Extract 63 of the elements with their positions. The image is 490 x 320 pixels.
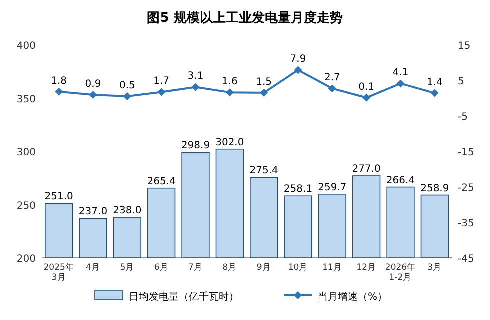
point <box>328 84 336 93</box>
data-label: 238.0 <box>113 206 142 217</box>
data-label: 1.4 <box>426 77 443 88</box>
data-label: 2.7 <box>324 72 340 84</box>
x-tick-label: 11月 <box>322 263 342 273</box>
point <box>158 88 166 96</box>
data-label: 0.5 <box>119 80 136 92</box>
data-label: 258.9 <box>420 183 450 194</box>
x-tick-label: 12月 <box>356 263 376 273</box>
data-label: 251.0 <box>44 192 74 203</box>
data-label: 259.7 <box>318 182 347 194</box>
data-label: 237.0 <box>78 206 108 218</box>
x-tick-label: 7月 <box>188 263 203 273</box>
data-label: 0.9 <box>85 79 102 90</box>
legend-label: 日均发电量（亿千瓦时） <box>129 291 239 303</box>
data-label: 302.0 <box>216 137 244 148</box>
point <box>362 94 371 102</box>
data-label: 266.4 <box>386 175 416 186</box>
point <box>294 66 302 74</box>
point <box>192 83 200 92</box>
y2-tick-label: -35 <box>458 218 474 230</box>
y-tick-label: 300 <box>16 148 36 158</box>
x-tick-label: 5月 <box>120 263 135 273</box>
point <box>396 80 405 88</box>
data-label: 1.5 <box>256 76 272 88</box>
y2-tick-label: 5 <box>458 76 464 88</box>
data-label: 265.4 <box>147 176 176 188</box>
point <box>226 88 234 97</box>
x-tick-label: 9月 <box>256 263 272 273</box>
point <box>123 92 132 100</box>
x-tick-label: 10月 <box>288 263 308 273</box>
point <box>55 88 64 96</box>
legend-label: 当月增速（%） <box>318 291 388 303</box>
y-tick-label: 200 <box>16 254 36 265</box>
data-label: 258.1 <box>284 184 313 196</box>
y-tick-label: 350 <box>16 94 36 106</box>
data-label: 277.0 <box>352 164 381 175</box>
chart-title: 图5 规模以上工业发电量月度走势 <box>147 10 343 26</box>
data-label: 4.1 <box>392 68 409 79</box>
data-label: 1.8 <box>51 76 68 87</box>
data-label: 0.1 <box>358 82 375 93</box>
x-tick-label: 6月 <box>154 263 169 273</box>
x-tick-label: 8月 <box>222 263 238 273</box>
y-tick-label: 250 <box>16 200 36 212</box>
y2-tick-label: 15 <box>458 41 471 52</box>
data-label: 275.4 <box>250 166 278 177</box>
data-label: 3.1 <box>188 71 204 82</box>
x-tick-label: 2025年 3月 <box>44 262 74 284</box>
x-tick-label: 4月 <box>86 263 100 273</box>
y2-tick-label: -5 <box>458 112 468 123</box>
point <box>89 91 98 100</box>
point <box>260 88 268 97</box>
x-tick-label: 2026年 1-2月 <box>385 262 416 284</box>
point <box>430 89 439 98</box>
y2-tick-label: -15 <box>458 148 474 158</box>
data-label: 1.6 <box>222 76 238 88</box>
data-label: 298.9 <box>181 140 210 152</box>
x-tick-label: 3月 <box>428 263 442 273</box>
y2-tick-label: -45 <box>458 254 474 265</box>
y2-tick-label: -25 <box>458 183 474 194</box>
data-label: 7.9 <box>290 54 306 66</box>
y-tick-label: 400 <box>16 41 36 52</box>
data-label: 1.7 <box>154 76 170 88</box>
